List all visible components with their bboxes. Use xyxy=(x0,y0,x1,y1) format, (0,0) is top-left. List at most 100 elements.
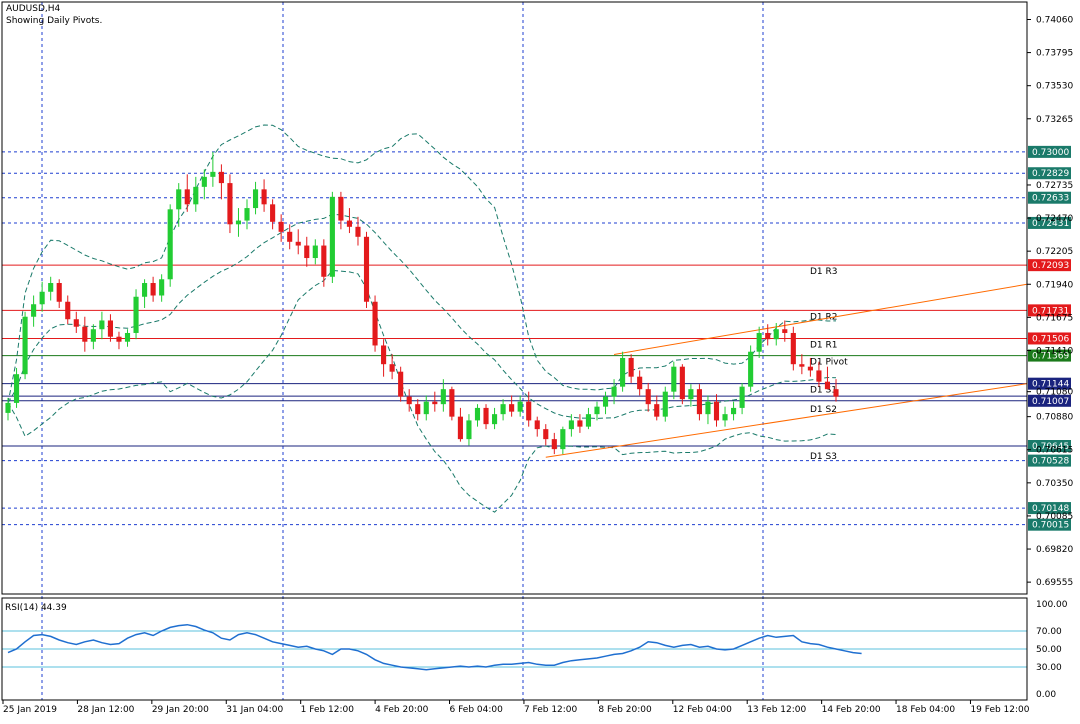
candle-body xyxy=(526,401,532,421)
candle-body xyxy=(227,183,233,225)
rsi-title: RSI(14) 44.39 xyxy=(5,603,67,613)
candle-body xyxy=(193,186,199,205)
rsi-panel-frame xyxy=(1,597,1028,701)
candle-body xyxy=(372,301,378,346)
pivot-name-label: D1 R1 xyxy=(810,340,838,350)
pivot-name-label: D1 S3 xyxy=(810,452,837,462)
price-level-box xyxy=(1028,454,1071,467)
y-tick-label: 0.72470 xyxy=(1036,214,1073,224)
candle-body xyxy=(696,389,702,415)
y-tick-label: 0.70350 xyxy=(1036,479,1073,489)
candle-body xyxy=(637,376,643,390)
candle-body xyxy=(824,381,831,390)
candle-body xyxy=(56,283,62,302)
y-tick-label: 0.71080 xyxy=(1036,388,1073,398)
pivot-name-label: D1 S2 xyxy=(810,405,837,415)
price-level-label: 0.72633 xyxy=(1032,194,1069,204)
candle-body xyxy=(82,326,88,342)
channel-upper-line xyxy=(613,283,1028,355)
candle-body xyxy=(491,414,498,425)
pivot-value-label: 0.71007 xyxy=(1032,397,1069,407)
x-tick-label: 1 Feb 12:00 xyxy=(301,705,355,715)
y-tick-label: 0.71940 xyxy=(1036,280,1073,290)
candle-body xyxy=(500,404,506,415)
x-tick-label: 25 Jan 2019 xyxy=(3,705,57,715)
x-tick-label: 6 Feb 04:00 xyxy=(450,705,504,715)
y-tick-label: 0.71675 xyxy=(1036,313,1073,323)
chart-title: AUDUSD,H4 xyxy=(6,4,61,14)
bollinger-middle xyxy=(7,213,837,419)
candle-body xyxy=(133,296,139,333)
candle-body xyxy=(449,389,455,417)
y-tick-label: 0.71410 xyxy=(1036,346,1073,356)
candle-body xyxy=(261,189,267,205)
candle-body xyxy=(628,357,634,377)
candle-body xyxy=(415,404,421,415)
y-tick-label: 0.72205 xyxy=(1036,247,1073,257)
candle-body xyxy=(645,389,651,405)
candle-body xyxy=(517,401,523,412)
price-level-label: 0.70528 xyxy=(1032,457,1069,467)
x-tick-label: 31 Jan 04:00 xyxy=(226,705,283,715)
candle-body xyxy=(73,319,79,327)
x-tick-label: 8 Feb 20:00 xyxy=(598,705,652,715)
y-tick-label: 0.70085 xyxy=(1036,512,1073,522)
candle-body xyxy=(252,189,259,209)
pivot-name-label: D1 R2 xyxy=(810,312,838,322)
candle-body xyxy=(406,396,412,405)
price-level-label: 0.70645 xyxy=(1032,442,1069,452)
y-tick-label: 0.69820 xyxy=(1036,545,1073,555)
pivot-value-box xyxy=(1028,349,1071,362)
pivot-value-label: 0.71144 xyxy=(1032,380,1069,390)
rsi-tick-label: 100.00 xyxy=(1036,600,1068,610)
pivot-value-label: 0.71369 xyxy=(1032,352,1069,362)
candle-body xyxy=(142,283,148,297)
x-tick-label: 29 Jan 20:00 xyxy=(152,705,209,715)
candle-body xyxy=(90,329,96,342)
candle-body xyxy=(432,401,438,405)
candle-body xyxy=(363,236,370,302)
candle-body xyxy=(654,404,660,417)
pivot-value-box xyxy=(1028,394,1071,407)
candle-body xyxy=(457,416,463,440)
candle-body xyxy=(773,329,779,340)
price-level-box xyxy=(1028,518,1071,531)
y-tick-label: 0.73530 xyxy=(1036,82,1073,92)
candle-body xyxy=(765,332,771,340)
y-tick-label: 0.72735 xyxy=(1036,181,1073,191)
candle-body xyxy=(474,407,481,421)
rsi-tick-label: 50.00 xyxy=(1036,645,1062,655)
price-level-box xyxy=(1028,145,1071,158)
candle-body xyxy=(13,374,20,403)
candle-body xyxy=(150,283,156,296)
candle-body xyxy=(662,391,668,417)
candle-body xyxy=(235,220,242,225)
candle-body xyxy=(381,345,387,365)
candle-body xyxy=(184,189,190,205)
candle-body xyxy=(799,364,805,367)
price-level-box xyxy=(1028,191,1071,204)
candle-body xyxy=(65,301,71,320)
candle-body xyxy=(389,364,395,372)
price-level-label: 0.72829 xyxy=(1032,169,1069,179)
candle-body xyxy=(321,245,327,277)
y-tick-label: 0.70880 xyxy=(1036,413,1073,423)
candle-body xyxy=(355,226,361,237)
pivot-value-box xyxy=(1028,304,1071,317)
candle-body xyxy=(329,196,335,277)
candle-body xyxy=(833,389,839,397)
candle-body xyxy=(176,189,182,210)
candle-body xyxy=(48,283,54,292)
candle-body xyxy=(551,439,557,450)
candle-body xyxy=(705,401,711,415)
pivot-name-label: D1 Pivot xyxy=(810,358,848,368)
y-tick-label: 0.70615 xyxy=(1036,446,1073,456)
price-level-box xyxy=(1028,216,1071,229)
candle-body xyxy=(534,420,540,430)
price-level-box xyxy=(1028,502,1071,515)
pivot-name-label: D1 R3 xyxy=(810,267,838,277)
pivot-value-label: 0.72093 xyxy=(1032,261,1069,271)
x-tick-label: 12 Feb 04:00 xyxy=(673,705,732,715)
pivot-value-box xyxy=(1028,377,1071,390)
